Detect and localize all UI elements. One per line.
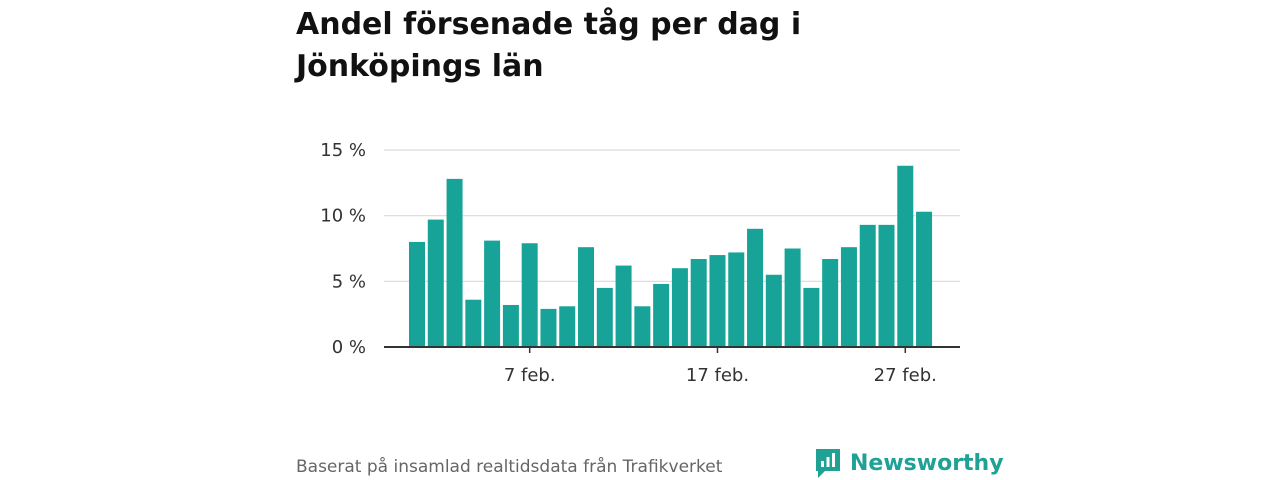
bar <box>540 308 557 347</box>
bars <box>409 165 933 347</box>
bar <box>409 241 425 347</box>
bar <box>653 283 670 347</box>
bar <box>784 248 801 347</box>
bar <box>709 255 726 347</box>
bar <box>465 299 482 347</box>
bar <box>803 287 820 347</box>
bar <box>634 306 651 347</box>
bar-chart: 0 % 5 % 10 % 15 % 7 feb. 17 feb. 27 feb. <box>320 140 960 386</box>
bar <box>747 228 764 347</box>
bar <box>916 211 933 347</box>
bar <box>859 224 876 347</box>
y-axis-tick-labels: 0 % 5 % 10 % 15 % <box>320 140 366 358</box>
bar <box>559 306 576 347</box>
bar <box>521 243 538 347</box>
brand-logo[interactable]: Newsworthy <box>814 447 1004 479</box>
newsworthy-logo-icon <box>816 449 840 478</box>
bar <box>502 304 519 347</box>
bar <box>427 219 444 347</box>
bar <box>765 274 782 347</box>
x-tick-label: 7 feb. <box>504 365 556 386</box>
bar <box>897 165 914 347</box>
x-axis-tick-labels: 7 feb. 17 feb. 27 feb. <box>504 347 937 386</box>
x-tick-label: 27 feb. <box>874 365 937 386</box>
bar <box>690 259 707 347</box>
y-tick-label: 15 % <box>320 140 366 161</box>
bar <box>671 268 688 347</box>
chart-title: Andel försenade tåg per dag i Jönköpings… <box>296 7 802 84</box>
bar <box>728 252 745 347</box>
bar <box>446 178 463 347</box>
bar <box>822 259 839 347</box>
bar <box>596 287 613 347</box>
brand-name: Newsworthy <box>850 450 1004 476</box>
y-tick-label: 10 % <box>320 206 366 227</box>
bar <box>615 265 632 347</box>
source-note: Baserat på insamlad realtidsdata från Tr… <box>296 457 723 477</box>
bar <box>878 224 895 347</box>
bar <box>840 247 857 347</box>
bar <box>578 247 595 347</box>
y-tick-label: 0 % <box>332 337 366 358</box>
y-tick-label: 5 % <box>332 271 366 292</box>
bar <box>484 240 501 347</box>
x-tick-label: 17 feb. <box>686 365 749 386</box>
